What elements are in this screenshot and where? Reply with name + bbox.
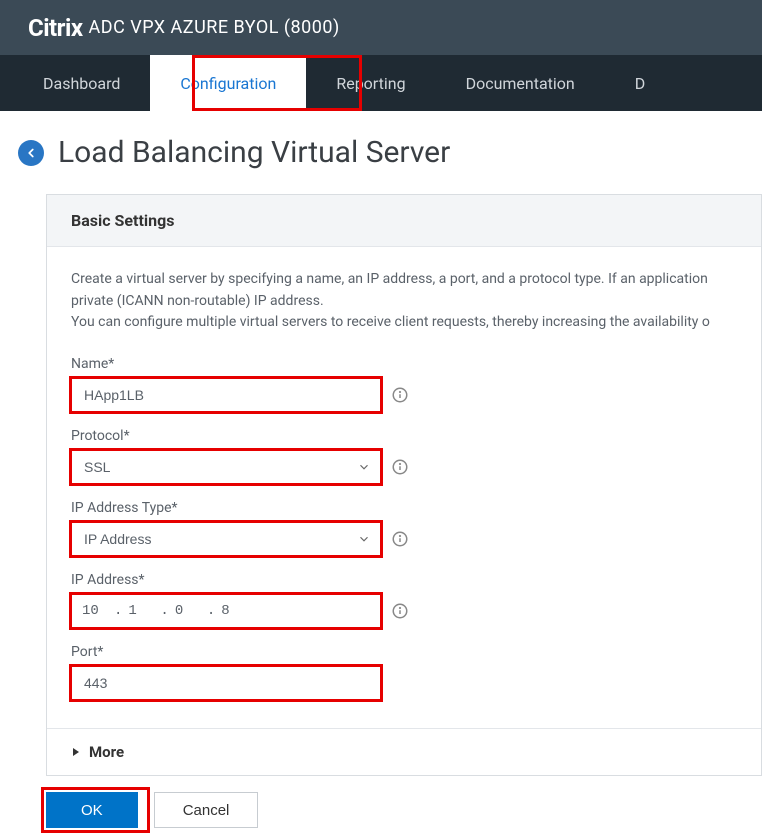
protocol-select[interactable]: SSL	[71, 450, 381, 484]
panel-description: Create a virtual server by specifying a …	[71, 269, 737, 334]
label-ip-address: IP Address*	[71, 572, 737, 588]
field-protocol: Protocol* SSL	[71, 428, 737, 484]
field-name: Name*	[71, 356, 737, 412]
cancel-button[interactable]: Cancel	[154, 792, 259, 828]
panel-heading: Basic Settings	[47, 195, 761, 247]
label-port: Port*	[71, 644, 737, 660]
triangle-right-icon	[71, 747, 81, 757]
label-ip-type: IP Address Type*	[71, 500, 737, 516]
name-input[interactable]	[71, 378, 381, 412]
field-ip-address: IP Address* 10 . 1 . 0 . 8	[71, 572, 737, 628]
field-ip-type: IP Address Type* IP Address	[71, 500, 737, 556]
more-toggle[interactable]: More	[47, 728, 761, 775]
ok-button[interactable]: OK	[46, 792, 138, 828]
info-icon[interactable]	[391, 386, 409, 404]
ip-address-input[interactable]: 10 . 1 . 0 . 8	[71, 594, 381, 628]
arrow-left-icon	[24, 146, 38, 160]
page-title: Load Balancing Virtual Server	[58, 135, 450, 170]
tab-documentation[interactable]: Documentation	[436, 55, 605, 111]
brand-name: Citrix	[28, 14, 83, 42]
info-icon[interactable]	[391, 458, 409, 476]
tab-dashboard[interactable]: Dashboard	[13, 55, 150, 111]
tab-downloads-partial[interactable]: D	[605, 55, 656, 111]
info-icon[interactable]	[391, 602, 409, 620]
main-nav: Dashboard Configuration Reporting Docume…	[0, 55, 762, 111]
tab-reporting[interactable]: Reporting	[306, 55, 435, 111]
top-brand-bar: Citrix ADC VPX AZURE BYOL (8000)	[0, 0, 762, 55]
product-name: ADC VPX AZURE BYOL (8000)	[89, 17, 340, 38]
label-protocol: Protocol*	[71, 428, 737, 444]
tab-configuration[interactable]: Configuration	[150, 55, 306, 111]
action-bar: OK Cancel	[46, 792, 762, 828]
info-icon[interactable]	[391, 530, 409, 548]
port-input[interactable]	[71, 666, 381, 700]
settings-panel: Basic Settings Create a virtual server b…	[46, 194, 762, 776]
page-header: Load Balancing Virtual Server	[0, 111, 762, 194]
field-port: Port*	[71, 644, 737, 700]
back-button[interactable]	[18, 140, 44, 166]
label-name: Name*	[71, 356, 737, 372]
ip-type-select[interactable]: IP Address	[71, 522, 381, 556]
